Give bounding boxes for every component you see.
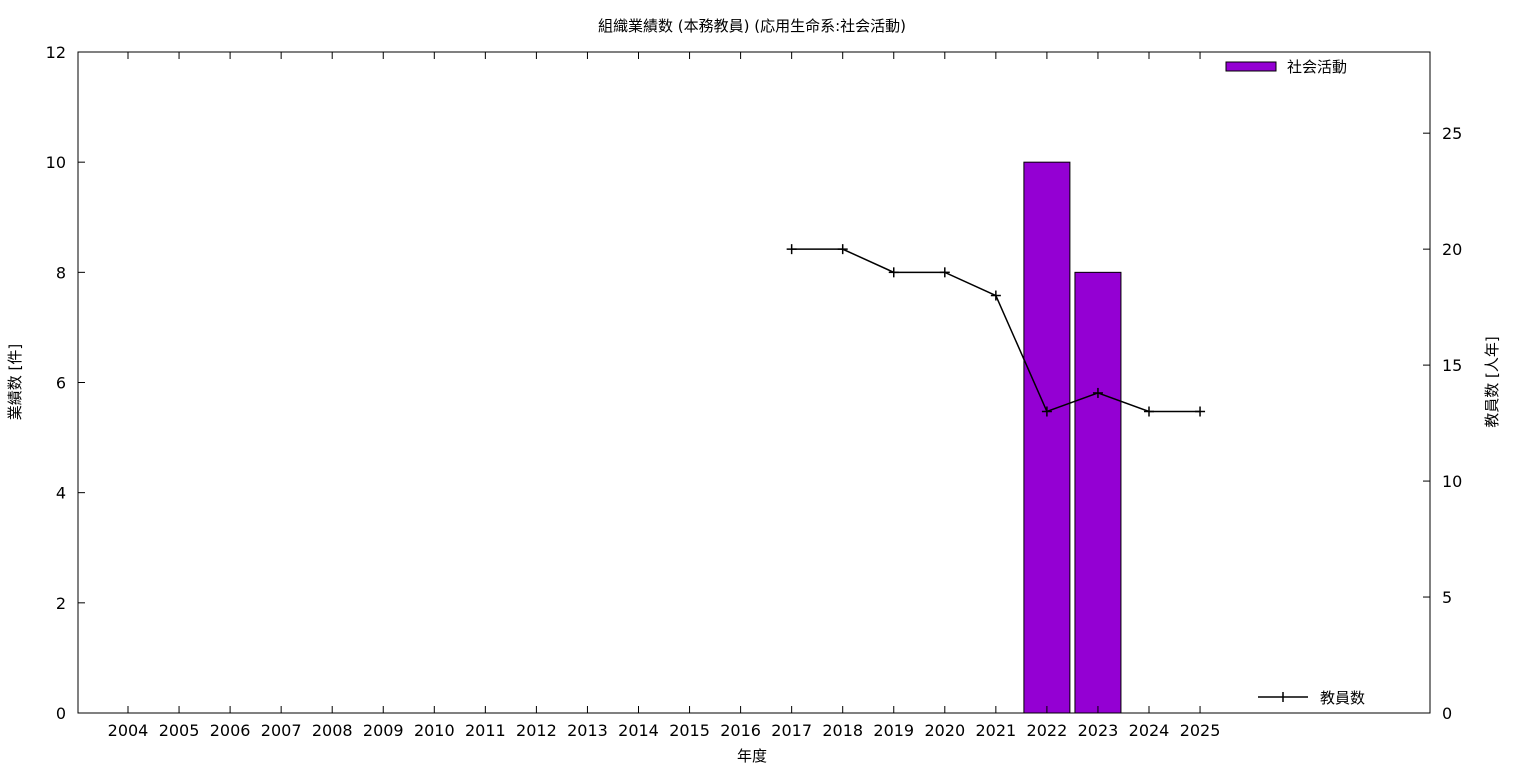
legend-line-label: 教員数 bbox=[1320, 689, 1365, 707]
x-tick-label: 2013 bbox=[567, 721, 608, 740]
x-tick-label: 2010 bbox=[414, 721, 455, 740]
x-tick-label: 2015 bbox=[669, 721, 710, 740]
line-series bbox=[786, 244, 1206, 417]
x-tick-label: 2012 bbox=[516, 721, 557, 740]
x-tick-label: 2017 bbox=[771, 721, 812, 740]
bar-series bbox=[1023, 161, 1122, 714]
legend-bar-label: 社会活動 bbox=[1287, 58, 1347, 76]
x-axis: 2004 2005 2006 2007 2008 2009 2010 2011 2012 2013… bbox=[108, 52, 1221, 740]
x-tick-label: 2020 bbox=[924, 721, 965, 740]
y-tick-label: 4 bbox=[56, 484, 66, 503]
legend-line-series: 教員数 bbox=[1258, 689, 1365, 707]
x-tick-label: 2024 bbox=[1129, 721, 1170, 740]
y-tick-label: 0 bbox=[56, 704, 66, 723]
legend-bar-series: 社会活動 bbox=[1225, 58, 1347, 76]
x-tick-label: 2014 bbox=[618, 721, 659, 740]
x-tick-label: 2022 bbox=[1027, 721, 1068, 740]
y2-tick-label: 5 bbox=[1442, 588, 1452, 607]
x-tick-label: 2018 bbox=[822, 721, 863, 740]
x-tick-label: 2016 bbox=[720, 721, 761, 740]
y-tick-label: 12 bbox=[46, 43, 66, 62]
x-tick-label: 2025 bbox=[1180, 721, 1221, 740]
y-tick-label: 8 bbox=[56, 263, 66, 282]
x-tick-label: 2021 bbox=[975, 721, 1016, 740]
line-path bbox=[791, 248, 1201, 413]
y2-tick-label: 20 bbox=[1442, 240, 1462, 259]
y-tick-label: 10 bbox=[46, 153, 66, 172]
y-axis-label: 業績数 [件] bbox=[6, 344, 24, 420]
x-tick-label: 2005 bbox=[159, 721, 200, 740]
x-tick-label: 2023 bbox=[1078, 721, 1119, 740]
x-tick-label: 2004 bbox=[108, 721, 149, 740]
x-tick-label: 2007 bbox=[261, 721, 302, 740]
y-axis-left: 0 2 4 6 8 10 12 bbox=[46, 43, 85, 723]
y-axis-right: 0 5 10 15 20 25 bbox=[1423, 124, 1462, 723]
y2-tick-label: 25 bbox=[1442, 124, 1462, 143]
y2-axis-label: 教員数 [人年] bbox=[1483, 336, 1501, 427]
x-tick-label: 2011 bbox=[465, 721, 506, 740]
x-tick-label: 2006 bbox=[210, 721, 251, 740]
x-tick-label: 2008 bbox=[312, 721, 353, 740]
x-axis-label: 年度 bbox=[737, 747, 767, 765]
bar bbox=[1074, 271, 1122, 714]
y-tick-label: 2 bbox=[56, 594, 66, 613]
chart-title: 組織業績数 (本務教員) (応用生命系:社会活動) bbox=[598, 17, 906, 35]
y2-tick-label: 0 bbox=[1442, 704, 1452, 723]
plot-frame bbox=[77, 51, 1431, 714]
x-tick-label: 2009 bbox=[363, 721, 404, 740]
x-tick-label: 2019 bbox=[873, 721, 914, 740]
y2-tick-label: 15 bbox=[1442, 356, 1462, 375]
y-tick-label: 6 bbox=[56, 374, 66, 393]
y2-tick-label: 10 bbox=[1442, 472, 1462, 491]
legend-bar-swatch bbox=[1225, 61, 1277, 72]
bar bbox=[1023, 161, 1071, 714]
